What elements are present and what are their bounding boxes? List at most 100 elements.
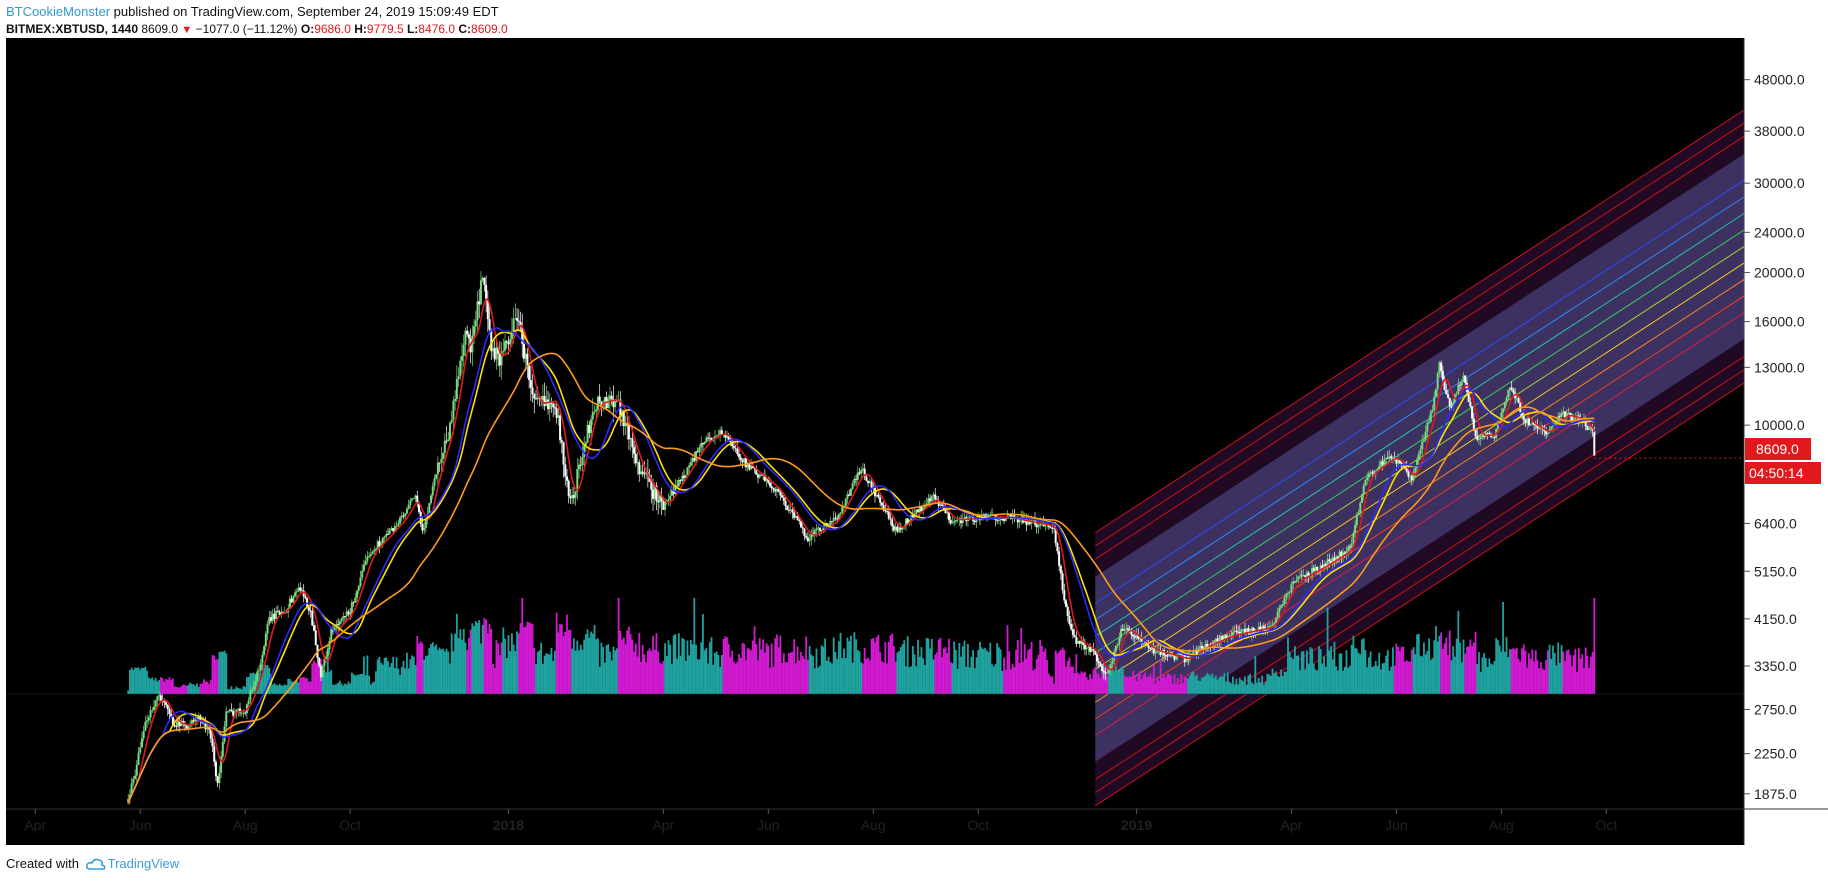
volume-bar bbox=[192, 684, 195, 694]
volume-bar bbox=[1548, 644, 1551, 694]
candle-body bbox=[1216, 638, 1219, 642]
candle-body bbox=[380, 543, 383, 547]
candle-body bbox=[837, 514, 840, 520]
volume-bar bbox=[1249, 673, 1252, 694]
candle-body bbox=[1479, 436, 1482, 440]
candle-body bbox=[392, 528, 395, 532]
candle-body bbox=[779, 492, 782, 496]
volume-bar bbox=[825, 660, 828, 694]
volume-bar bbox=[598, 666, 601, 694]
volume-bar bbox=[1505, 637, 1508, 694]
volume-bar bbox=[1300, 651, 1303, 694]
candle-body bbox=[149, 710, 152, 718]
volume-bar bbox=[769, 667, 771, 694]
volume-bar bbox=[443, 651, 446, 694]
volume-bar bbox=[1469, 639, 1472, 694]
candle-body bbox=[485, 284, 488, 301]
tradingview-link[interactable]: TradingView bbox=[107, 856, 180, 871]
candle-body bbox=[915, 509, 918, 515]
price-axis[interactable]: 48000.038000.030000.024000.020000.016000… bbox=[1744, 72, 1805, 802]
volume-bar bbox=[1223, 673, 1226, 694]
candle-body bbox=[1357, 512, 1360, 516]
volume-bar bbox=[1244, 676, 1246, 694]
volume-bar bbox=[469, 629, 472, 694]
volume-bar bbox=[478, 620, 481, 694]
volume-bar bbox=[1195, 674, 1198, 694]
volume-bar bbox=[820, 645, 823, 694]
candle-body bbox=[223, 726, 226, 742]
volume-bar bbox=[1020, 627, 1023, 694]
volume-bar bbox=[132, 669, 135, 694]
candle-body bbox=[214, 761, 217, 777]
volume-bar bbox=[1276, 675, 1279, 694]
volume-bar bbox=[196, 683, 198, 694]
candle-body bbox=[586, 424, 589, 443]
last-price: 8609.0 bbox=[141, 22, 179, 36]
volume-bar bbox=[992, 666, 995, 694]
candle-body bbox=[755, 468, 758, 475]
candle-body bbox=[170, 713, 173, 717]
volume-bar bbox=[975, 657, 978, 694]
candle-body bbox=[569, 496, 572, 499]
volume-bar bbox=[287, 678, 290, 694]
volume-bar bbox=[318, 662, 321, 694]
volume-bar bbox=[1206, 673, 1209, 694]
candle-body bbox=[254, 681, 257, 686]
volume-bar bbox=[1441, 648, 1444, 694]
volume-bar bbox=[1323, 656, 1326, 694]
author-link[interactable]: BTCookieMonster bbox=[6, 4, 111, 19]
volume-bar bbox=[278, 683, 281, 694]
candle-body bbox=[526, 353, 529, 366]
candle-body bbox=[1477, 439, 1480, 440]
volume-bar bbox=[235, 686, 238, 694]
volume-bar bbox=[743, 643, 746, 694]
volume-bar bbox=[1374, 660, 1377, 694]
volume-bar bbox=[944, 647, 947, 694]
candle-body bbox=[830, 520, 833, 522]
candle-body bbox=[1058, 551, 1061, 566]
time-axis[interactable]: Apr Jun Aug Oct 2018 Apr Jun Aug Oct 2019 Apr Jun Au… bbox=[24, 809, 1617, 833]
volume-bar bbox=[1287, 637, 1289, 694]
volume-bar bbox=[586, 629, 589, 694]
volume-bar bbox=[1106, 675, 1109, 694]
volume-bar bbox=[817, 667, 820, 694]
volume-bar bbox=[1228, 681, 1231, 694]
candle-body bbox=[1121, 628, 1124, 631]
volume-bar bbox=[677, 633, 680, 694]
candle-body bbox=[1416, 460, 1419, 468]
volume-bar bbox=[1540, 662, 1542, 694]
candle-body bbox=[624, 423, 627, 427]
ma-line bbox=[127, 327, 1595, 804]
close-value: 8609.0 bbox=[471, 22, 508, 36]
candle-body bbox=[1095, 654, 1098, 662]
volume-bar bbox=[1254, 656, 1257, 694]
volume-bar bbox=[1087, 680, 1090, 694]
candle-body bbox=[1515, 398, 1518, 400]
candle-body bbox=[1305, 572, 1308, 577]
candle-body bbox=[359, 577, 362, 587]
candle-body bbox=[610, 395, 613, 400]
volume-bar bbox=[1376, 665, 1379, 694]
volume-bar bbox=[1183, 676, 1186, 694]
candle-body bbox=[1471, 406, 1474, 419]
candle-body bbox=[1135, 634, 1138, 638]
candle-body bbox=[1359, 502, 1362, 513]
volume-bar bbox=[653, 649, 656, 694]
volume-bar bbox=[1125, 677, 1128, 694]
volume-bar bbox=[476, 622, 479, 694]
candle-body bbox=[486, 300, 489, 320]
candle-body bbox=[147, 717, 150, 721]
candle-body bbox=[459, 360, 462, 377]
volume-bar bbox=[593, 625, 596, 694]
candle-body bbox=[1493, 437, 1496, 438]
candle-body bbox=[1278, 607, 1281, 613]
candle-body bbox=[340, 618, 343, 622]
candle-body bbox=[1390, 456, 1393, 459]
volume-bar bbox=[473, 626, 475, 694]
volume-bar bbox=[1350, 644, 1353, 694]
candle-body bbox=[615, 399, 618, 402]
candle-body bbox=[608, 395, 611, 400]
candle-body bbox=[717, 434, 720, 436]
volume-bar bbox=[720, 655, 723, 694]
